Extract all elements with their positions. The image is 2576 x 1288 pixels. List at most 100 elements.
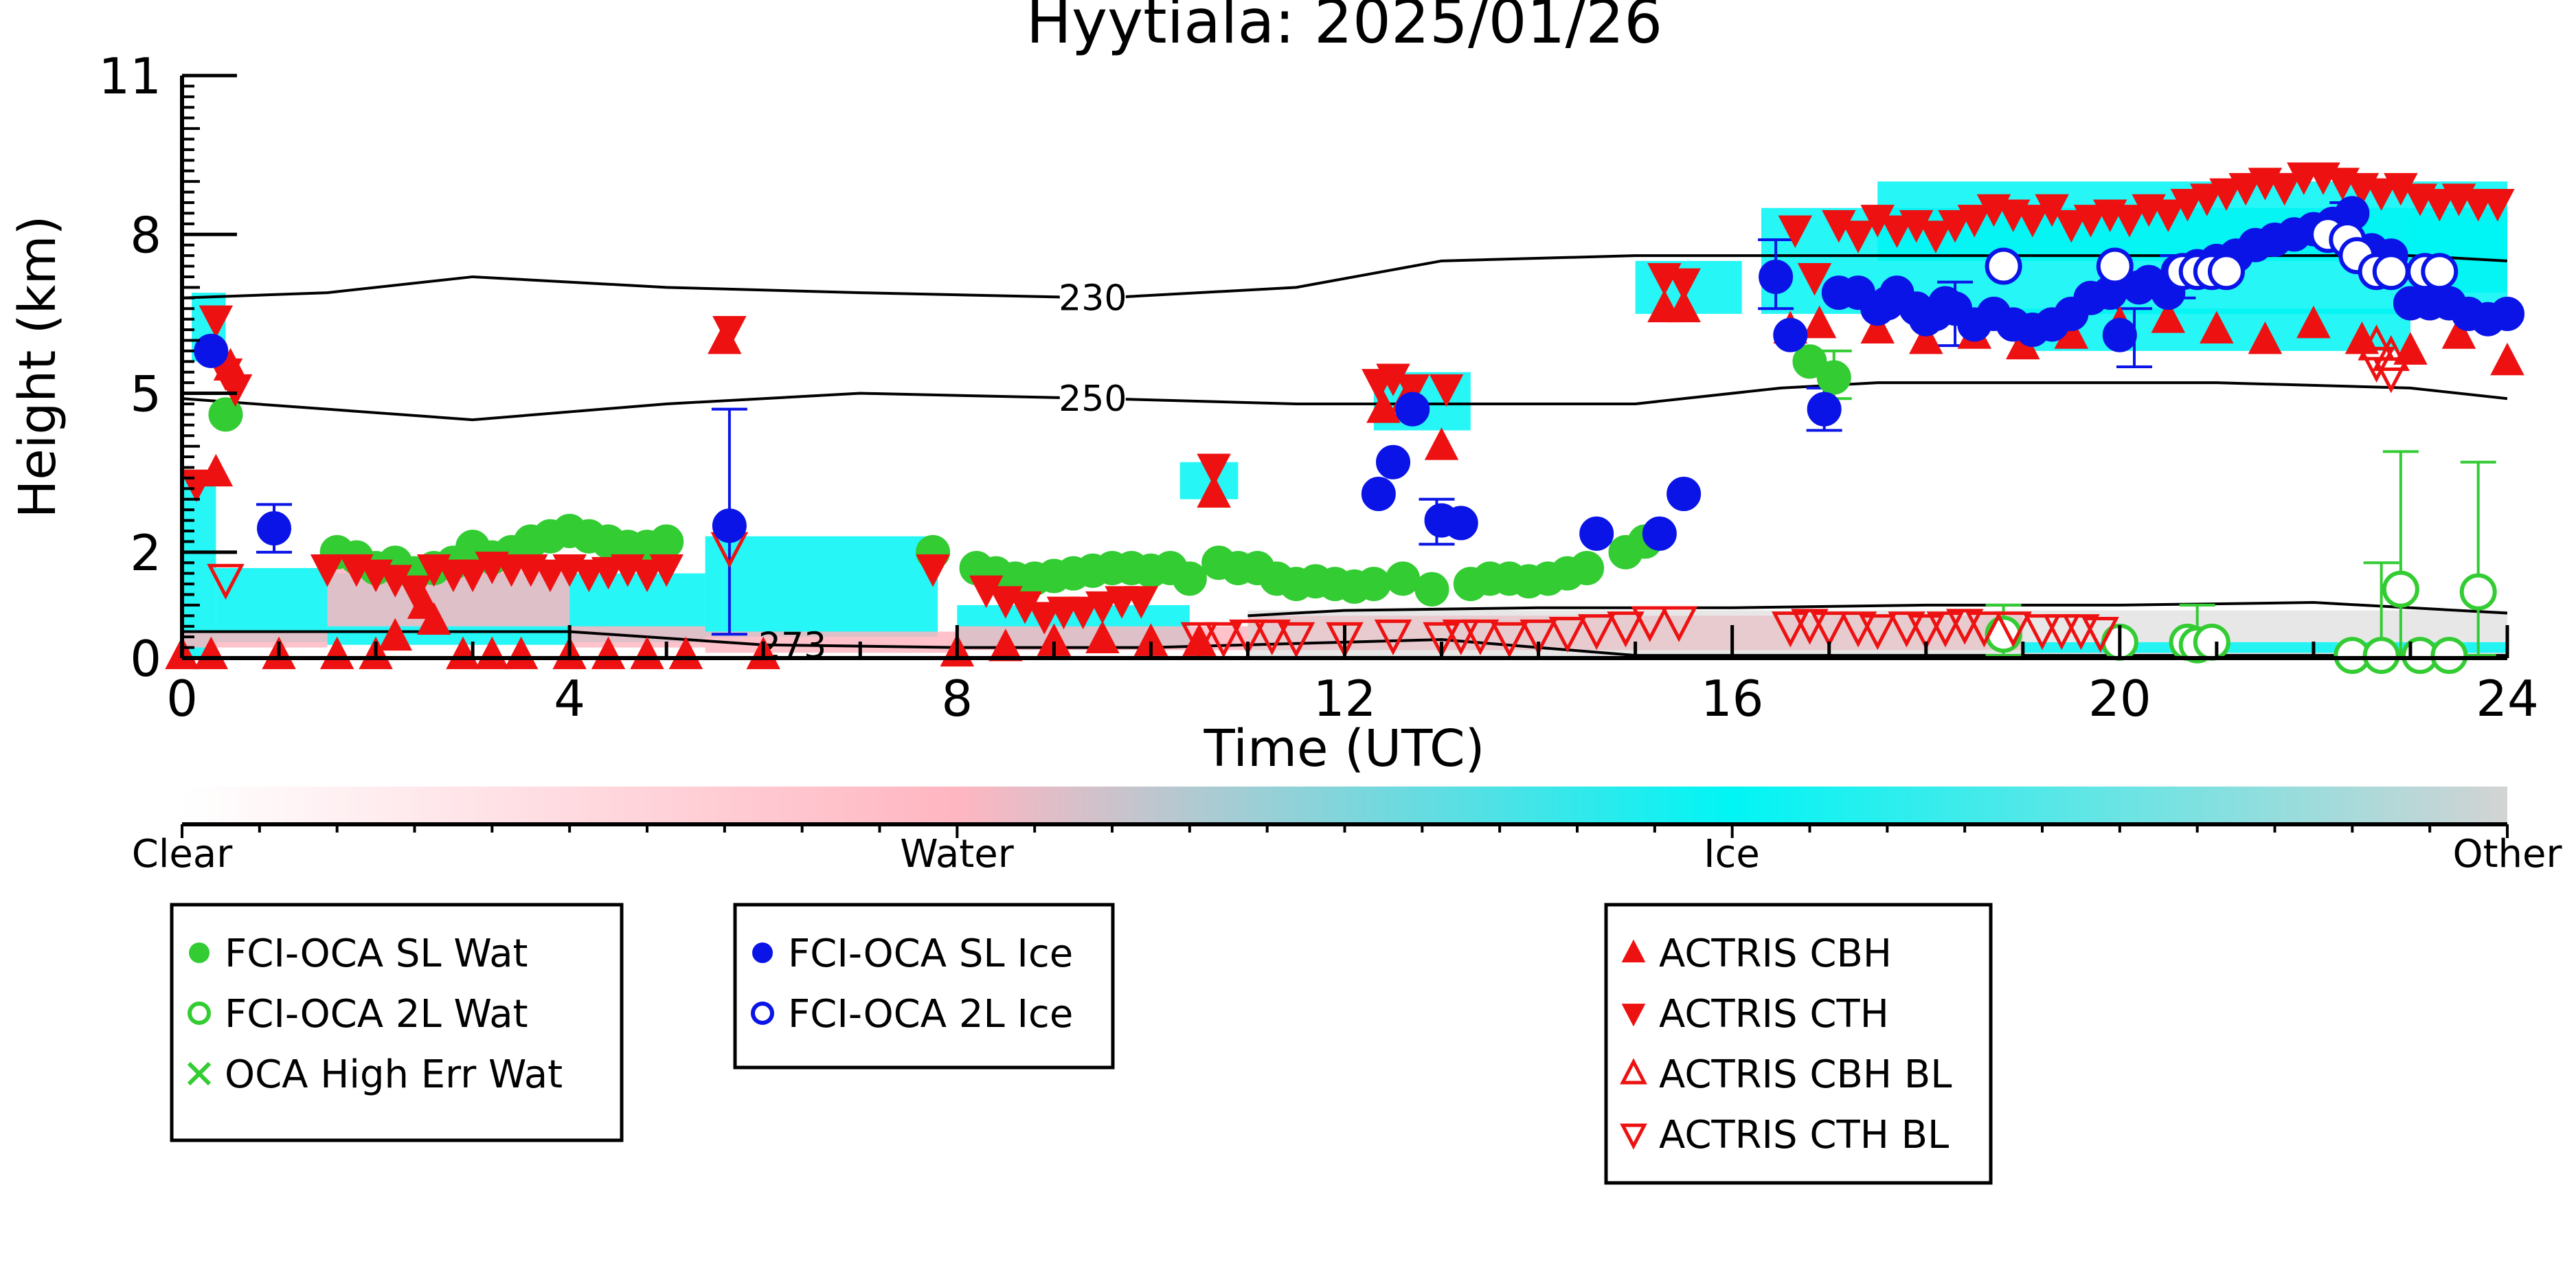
point-fci-oca-2l-wat <box>2193 623 2230 661</box>
point-fci-oca-2l-ice <box>2096 247 2134 285</box>
point-actris-cth-bl <box>1519 619 1557 656</box>
legend-label-actris-cbh: ACTRIS CBH <box>1659 931 1892 976</box>
legend-label-fci-oca-2l-ice: FCI-OCA 2L Ice <box>788 992 1073 1037</box>
colorbar-label-other: Other <box>2452 832 2562 877</box>
x-tick-label: 16 <box>1701 670 1764 727</box>
point-fci-oca-sl-ice <box>712 508 747 543</box>
point-fci-oca-sl-wat <box>1816 360 1851 395</box>
point-actris-cth <box>397 575 432 609</box>
point-actris-cth <box>2481 189 2515 222</box>
x-axis-ticks: 0 4 8 12 16 20 24 <box>166 625 2539 727</box>
point-actris-cbh <box>2441 316 2476 349</box>
point-actris-cth <box>2170 189 2205 222</box>
point-actris-cth <box>2112 205 2147 238</box>
point-actris-cbh <box>1802 305 1837 339</box>
contour-label-250: 250 <box>1059 379 1127 420</box>
legend-label-oca-high-err-wat: OCA High Err Wat <box>225 1052 563 1097</box>
point-actris-cth <box>1879 215 1914 249</box>
point-actris-cth <box>533 559 567 593</box>
point-actris-cth-bl <box>1660 606 1698 642</box>
colorbar-label-clear: Clear <box>132 832 233 877</box>
point-actris-cth-bl <box>1965 611 2003 648</box>
point-fci-oca-2l-ice <box>2372 253 2410 291</box>
point-actris-cth <box>2267 172 2302 206</box>
point-actris-cth-bl <box>207 563 245 600</box>
point-actris-cth <box>1778 215 1813 249</box>
point-fci-oca-sl-ice <box>1361 477 1396 512</box>
point-actris-cth <box>1429 374 1464 407</box>
point-actris-cth <box>2228 172 2263 206</box>
x-tick-label: 20 <box>2088 670 2151 727</box>
legend-marker-actris-cbh-bl <box>1620 1058 1647 1085</box>
point-fci-oca-sl-ice <box>1642 516 1677 551</box>
point-actris-cbh <box>2296 305 2331 339</box>
point-fci-oca-sl-ice <box>1376 444 1411 479</box>
point-fci-oca-sl-wat <box>1570 550 1605 585</box>
point-actris-cbh <box>446 636 480 670</box>
point-actris-cth-bl <box>1180 622 1219 658</box>
y-tick-label: 0 <box>130 630 161 688</box>
contour-label-bg <box>1059 379 1126 418</box>
point-actris-cbh <box>988 629 1023 662</box>
point-actris-cbh-bl <box>2372 335 2410 372</box>
point-actris-cth <box>1957 205 1992 238</box>
y-tick-label: 5 <box>130 365 161 423</box>
point-actris-cth-bl <box>1839 611 1877 648</box>
colorbar-label-water: Water <box>900 832 1015 877</box>
point-actris-cth-bl <box>1888 611 1925 648</box>
point-fci-oca-2l-ice <box>2421 253 2459 291</box>
point-actris-cth <box>1841 221 1875 253</box>
point-fci-oca-2l-ice <box>2207 253 2245 291</box>
legend-box-2: FCI-OCA SL Ice FCI-OCA 2L Ice <box>733 903 1115 1070</box>
phase-colorbar: Clear Water Ice Other <box>132 787 2562 877</box>
point-actris-cth <box>2364 178 2399 212</box>
legend-marker-fci-oca-sl-wat <box>189 942 210 963</box>
point-actris-cth <box>310 554 345 587</box>
point-actris-cth <box>1919 221 1953 253</box>
point-fci-oca-sl-wat <box>649 524 684 559</box>
contour-label-230: 230 <box>1059 278 1127 319</box>
y-tick-label: 11 <box>98 47 161 105</box>
point-fci-oca-2l-wat <box>2459 573 2497 611</box>
point-actris-cth <box>649 554 683 587</box>
legend-frame <box>733 903 1115 1070</box>
contour-label-bg <box>1059 278 1126 317</box>
point-actris-cth <box>218 374 253 407</box>
point-fci-oca-sl-ice <box>1579 516 1614 551</box>
point-actris-cth-bl <box>1229 619 1267 656</box>
point-actris-cbh <box>475 636 510 670</box>
legend-label-actris-cth: ACTRIS CTH <box>1659 992 1889 1037</box>
point-fci-oca-sl-wat <box>208 397 243 432</box>
point-actris-cth-bl <box>1810 611 1848 648</box>
point-actris-cbh <box>378 618 413 651</box>
chart-title: Hyytiala: 2025/01/26 <box>1026 0 1662 57</box>
colorbar-label-ice: Ice <box>1704 832 1760 877</box>
series-actris-cth-bl <box>207 346 2410 658</box>
point-actris-cbh <box>194 636 229 670</box>
point-actris-cth-bl <box>1926 611 1965 648</box>
phase-region-ice <box>705 536 938 637</box>
point-actris-cth <box>2073 205 2108 238</box>
point-actris-cth-bl <box>1442 619 1480 656</box>
legend-marker-fci-oca-sl-ice <box>752 942 773 963</box>
point-actris-cth <box>1124 586 1159 619</box>
point-actris-cth-bl <box>1791 609 1829 645</box>
point-actris-cth <box>2015 205 2050 238</box>
legend-label-fci-oca-2l-wat: FCI-OCA 2L Wat <box>225 992 528 1037</box>
point-actris-cth <box>916 554 950 587</box>
point-actris-cth <box>455 559 490 593</box>
point-actris-cth-bl <box>2081 616 2119 653</box>
point-actris-cth-bl <box>2042 614 2081 651</box>
point-actris-cbh <box>1909 321 1943 354</box>
point-fci-oca-sl-ice <box>256 511 291 546</box>
axes: 0 2 5 8 11 0 4 8 12 16 20 24 <box>98 47 2538 727</box>
point-actris-cbh <box>2490 342 2524 376</box>
legend-box-3: ACTRIS CBH ACTRIS CTH ACTRIS CBH BL ACTRIS … <box>1604 903 1993 1185</box>
legend-frame <box>1604 903 1993 1185</box>
point-actris-cth-bl <box>2358 346 2395 383</box>
legend-label-fci-oca-sl-wat: FCI-OCA SL Wat <box>225 931 528 976</box>
point-actris-cth-bl <box>1631 606 1669 642</box>
legend-box-1: FCI-OCA SL Wat FCI-OCA 2L Wat OCA High Err… <box>170 903 624 1142</box>
point-fci-oca-sl-ice <box>194 333 229 368</box>
